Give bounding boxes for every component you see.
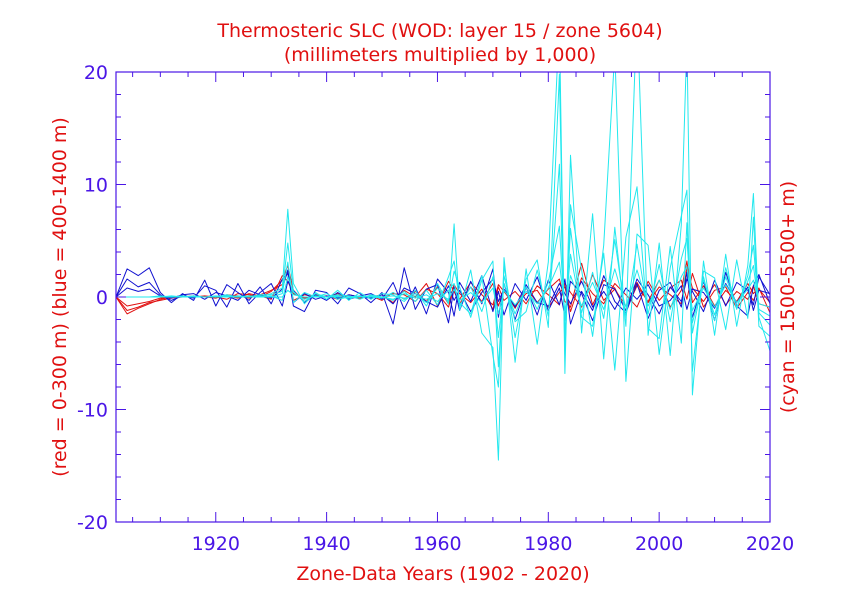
ticks-layer: 1920 1940 1960 1980 2000 2020 -20 -10 0 10 20 [77, 62, 794, 555]
x-tick-label: 2020 [746, 533, 794, 555]
y-tick-label: 0 [96, 287, 108, 309]
series-line-cyan-4 [116, 225, 770, 338]
series-line-cyan-1 [116, 72, 770, 461]
y-axis-label-right: (cyan = 1500-5500+ m) [777, 181, 799, 413]
y-tick-label: 20 [84, 62, 108, 84]
series-line-blue-2 [116, 275, 770, 322]
y-tick-label: 10 [84, 175, 108, 197]
series-line-cyan-5 [116, 261, 770, 315]
y-axis-label-left: (red = 0-300 m) (blue = 400-1400 m) [49, 117, 71, 477]
chart-subtitle: (millimeters multiplied by 1,000) [284, 44, 596, 66]
y-tick-label: -10 [77, 400, 108, 422]
x-tick-label: 1940 [302, 533, 350, 555]
y-tick-label: -20 [77, 512, 108, 534]
x-tick-label: 2000 [635, 533, 683, 555]
chart-title: Thermosteric SLC (WOD: layer 15 / zone 5… [216, 20, 662, 42]
x-tick-label: 1980 [524, 533, 572, 555]
series-layer [116, 72, 770, 461]
series-line-red-1 [116, 260, 770, 315]
x-tick-label: 1960 [413, 533, 461, 555]
x-axis-label: Zone-Data Years (1902 - 2020) [296, 563, 589, 585]
x-tick-label: 1920 [192, 533, 240, 555]
